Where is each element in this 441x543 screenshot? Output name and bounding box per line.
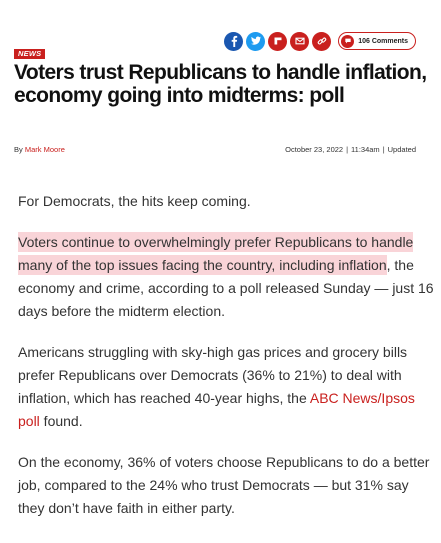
comment-bubble-icon bbox=[341, 34, 355, 48]
copy-link-icon[interactable] bbox=[312, 31, 332, 51]
facebook-icon[interactable] bbox=[224, 31, 244, 51]
paragraph: Voters continue to overwhelmingly prefer… bbox=[18, 231, 434, 323]
paragraph: On the economy, 36% of voters choose Rep… bbox=[18, 451, 434, 520]
author-link[interactable]: Mark Moore bbox=[24, 144, 65, 154]
comments-button[interactable]: 106 Comments bbox=[338, 32, 416, 50]
meta-separator: | bbox=[382, 144, 385, 154]
paragraph-text: found. bbox=[39, 413, 83, 429]
timestamp: October 23, 2022 | 11:34am | Updated bbox=[285, 145, 416, 154]
twitter-icon[interactable] bbox=[246, 31, 266, 51]
paragraph: Americans struggling with sky-high gas p… bbox=[18, 341, 434, 433]
share-bar: 106 Comments bbox=[224, 31, 416, 51]
paragraph-text: For Democrats, the hits keep coming. bbox=[18, 193, 251, 209]
flipboard-icon[interactable] bbox=[268, 31, 288, 51]
paragraph-text: , the economy and crime, according to a … bbox=[18, 257, 434, 319]
article-headline: Voters trust Republicans to handle infla… bbox=[14, 61, 427, 107]
meta-separator: | bbox=[346, 144, 349, 154]
paragraph: For Democrats, the hits keep coming. bbox=[18, 190, 434, 213]
byline: By Mark Moore bbox=[14, 145, 65, 154]
updated-label: Updated bbox=[387, 144, 416, 154]
comments-count: 106 Comments bbox=[358, 37, 408, 45]
paragraph-text: On the economy, 36% of voters choose Rep… bbox=[18, 454, 430, 516]
publish-time: 11:34am bbox=[351, 144, 380, 154]
paragraph-text: Americans struggling with sky-high gas p… bbox=[18, 344, 408, 406]
poll-link[interactable]: ABC News/Ipsos poll bbox=[18, 390, 415, 429]
byline-prefix: By bbox=[14, 144, 23, 154]
highlighted-text[interactable]: Voters continue to overwhelmingly prefer… bbox=[18, 232, 414, 275]
email-icon[interactable] bbox=[290, 31, 310, 51]
section-tag[interactable]: NEWS bbox=[14, 49, 46, 59]
publish-date: October 23, 2022 bbox=[285, 144, 344, 154]
article-meta: By Mark Moore October 23, 2022 | 11:34am | U… bbox=[14, 144, 416, 154]
article-body: For Democrats, the hits keep coming. Vot… bbox=[18, 190, 434, 538]
